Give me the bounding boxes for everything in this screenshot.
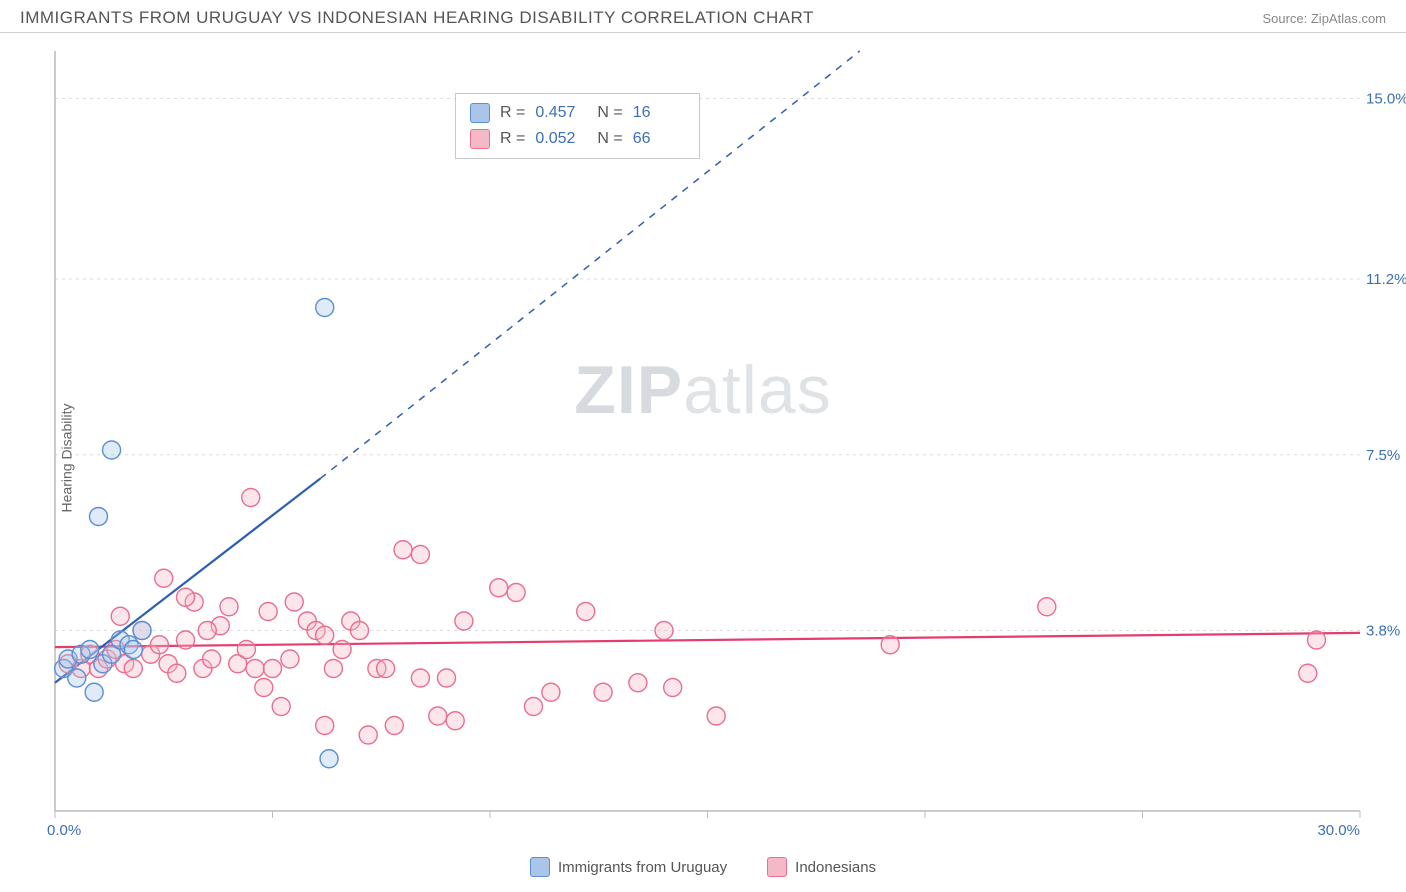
y-axis-label: Hearing Disability (58, 404, 74, 513)
legend-swatch-uruguay (530, 857, 550, 877)
svg-text:11.2%: 11.2% (1366, 271, 1406, 288)
stats-row: R =0.457N =16 (470, 100, 685, 126)
chart-header: IMMIGRANTS FROM URUGUAY VS INDONESIAN HE… (0, 0, 1406, 33)
chart-title: IMMIGRANTS FROM URUGUAY VS INDONESIAN HE… (20, 8, 814, 28)
scatter-plot-svg: 3.8% 7.5% 11.2% 15.0% 0.0% 30.0% (0, 33, 1406, 853)
svg-text:30.0%: 30.0% (1317, 822, 1360, 839)
svg-text:15.0%: 15.0% (1366, 91, 1406, 108)
chart-source: Source: ZipAtlas.com (1262, 11, 1386, 26)
bottom-legend: Immigrants from Uruguay Indonesians (0, 857, 1406, 877)
legend-item-indonesians: Indonesians (767, 857, 876, 877)
stats-row: R =0.052N =66 (470, 126, 685, 152)
chart-area: Hearing Disability ZIPatlas 3.8%7.5%11.2… (0, 33, 1406, 883)
svg-text:7.5%: 7.5% (1366, 447, 1400, 464)
legend-label-uruguay: Immigrants from Uruguay (558, 859, 727, 876)
correlation-stats-box: R =0.457N =16R =0.052N =66 (455, 93, 700, 159)
svg-text:3.8%: 3.8% (1366, 623, 1400, 640)
legend-item-uruguay: Immigrants from Uruguay (530, 857, 727, 877)
legend-label-indonesians: Indonesians (795, 859, 876, 876)
svg-text:0.0%: 0.0% (47, 822, 81, 839)
legend-swatch-indonesians (767, 857, 787, 877)
